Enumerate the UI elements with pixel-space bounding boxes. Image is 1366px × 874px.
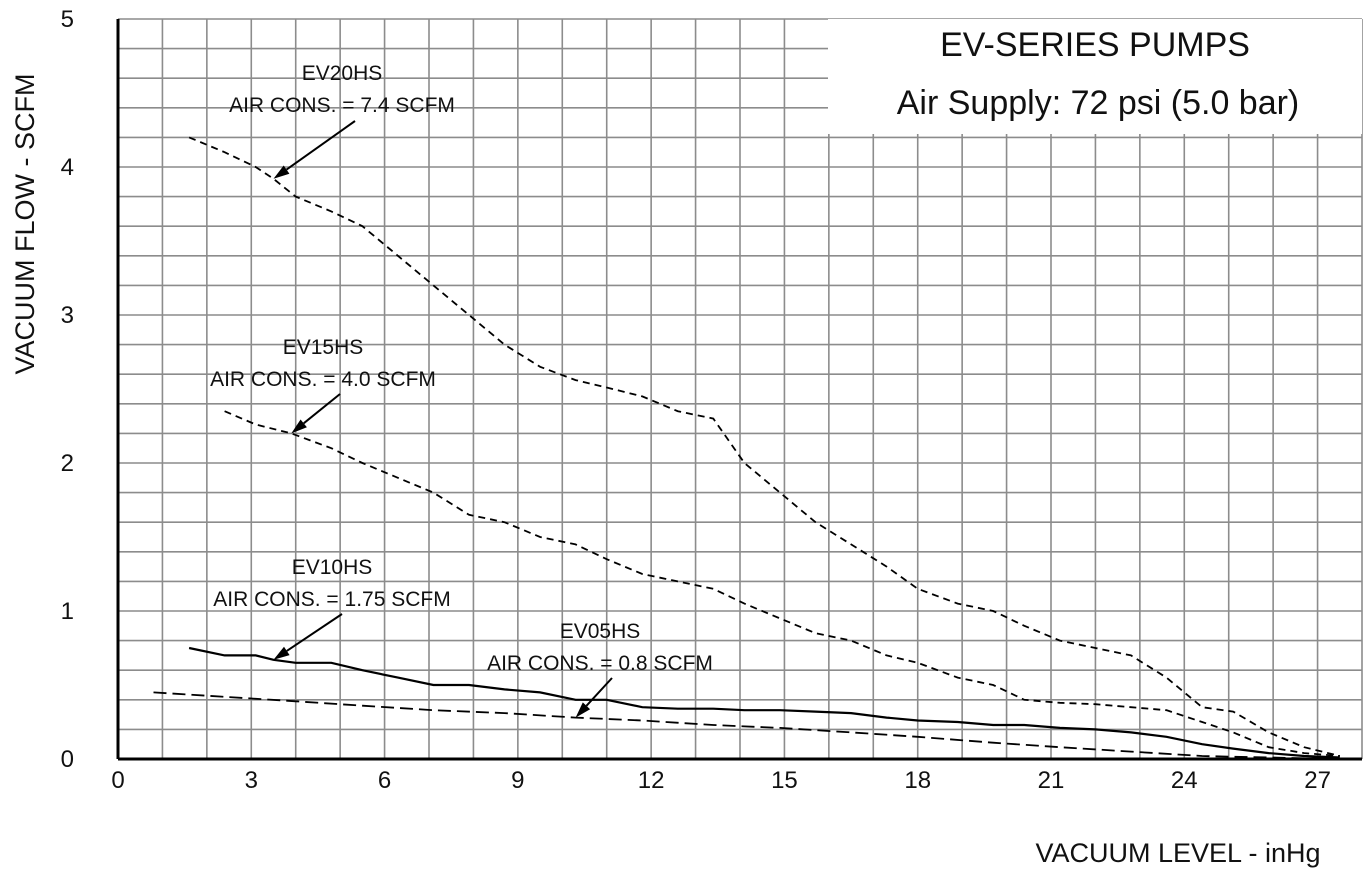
chart-subtitle: Air Supply: 72 psi (5.0 bar)	[897, 84, 1300, 122]
x-tick-label: 15	[771, 767, 798, 794]
x-tick-label: 21	[1038, 767, 1065, 794]
series-name-ev15hs: EV15HS	[283, 336, 364, 359]
x-tick-label: 18	[904, 767, 931, 794]
y-tick-label: 5	[61, 6, 74, 33]
x-tick-label: 0	[111, 767, 124, 794]
arrow-head-ev10hs	[274, 647, 290, 660]
air-consumption-ev10hs: AIR CONS. = 1.75 SCFM	[213, 588, 450, 611]
series-layer	[154, 137, 1340, 759]
series-name-ev10hs: EV10HS	[292, 556, 373, 579]
y-tick-label: 2	[61, 450, 74, 477]
x-tick-label: 3	[245, 767, 258, 794]
series-line-ev05hs	[154, 692, 1340, 759]
y-tick-label: 0	[61, 746, 74, 773]
y-axis-label: VACUUM FLOW - SCFM	[10, 74, 40, 375]
y-tick-label: 4	[61, 154, 74, 181]
x-tick-label: 6	[378, 767, 391, 794]
x-tick-label: 27	[1304, 767, 1331, 794]
air-consumption-ev20hs: AIR CONS. = 7.4 SCFM	[229, 94, 455, 117]
arrow-line-ev05hs	[586, 678, 612, 706]
arrow-line-ev15hs	[304, 394, 340, 423]
y-tick-labels: 0 1 2 3 4 5	[61, 6, 74, 773]
chart-title: EV-SERIES PUMPS	[940, 26, 1250, 64]
series-name-ev05hs: EV05HS	[560, 620, 641, 643]
annotation-layer: EV20HS AIR CONS. = 7.4 SCFM EV15HS AIR CONS…	[210, 62, 713, 718]
x-tick-labels: 0 3 6 9 12 15 18 21 24 27	[111, 767, 1331, 794]
y-tick-label: 1	[61, 598, 74, 625]
air-consumption-ev15hs: AIR CONS. = 4.0 SCFM	[210, 368, 436, 391]
series-name-ev20hs: EV20HS	[302, 62, 383, 85]
air-consumption-ev05hs: AIR CONS. = 0.8 SCFM	[487, 652, 713, 675]
series-line-ev20hs	[189, 137, 1340, 756]
x-tick-label: 24	[1171, 767, 1198, 794]
arrow-line-ev20hs	[287, 121, 355, 170]
series-line-ev10hs	[189, 648, 1340, 758]
y-tick-label: 3	[61, 302, 74, 329]
x-tick-label: 9	[511, 767, 524, 794]
x-tick-label: 12	[638, 767, 665, 794]
x-axis-label: VACUUM LEVEL - inHg	[1035, 838, 1320, 868]
